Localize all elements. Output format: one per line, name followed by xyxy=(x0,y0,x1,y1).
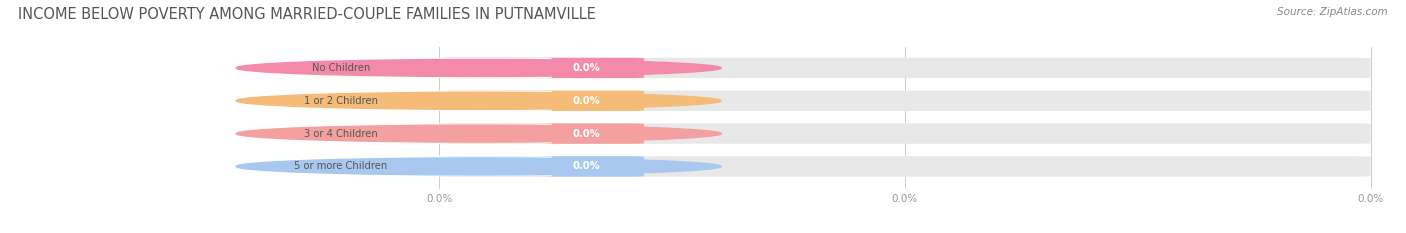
Text: 0.0%: 0.0% xyxy=(572,129,600,139)
FancyBboxPatch shape xyxy=(439,91,1371,111)
Text: 5 or more Children: 5 or more Children xyxy=(294,161,388,171)
FancyBboxPatch shape xyxy=(439,156,644,177)
FancyBboxPatch shape xyxy=(439,91,644,111)
Text: 0.0%: 0.0% xyxy=(572,63,600,73)
Text: Source: ZipAtlas.com: Source: ZipAtlas.com xyxy=(1277,7,1388,17)
Text: 0.0%: 0.0% xyxy=(572,161,600,171)
Circle shape xyxy=(236,59,721,76)
FancyBboxPatch shape xyxy=(439,156,1371,177)
Circle shape xyxy=(236,158,721,175)
Circle shape xyxy=(236,92,721,109)
FancyBboxPatch shape xyxy=(439,58,644,78)
Text: 1 or 2 Children: 1 or 2 Children xyxy=(304,96,378,106)
Text: No Children: No Children xyxy=(312,63,370,73)
Text: INCOME BELOW POVERTY AMONG MARRIED-COUPLE FAMILIES IN PUTNAMVILLE: INCOME BELOW POVERTY AMONG MARRIED-COUPL… xyxy=(18,7,596,22)
FancyBboxPatch shape xyxy=(439,123,644,144)
FancyBboxPatch shape xyxy=(235,156,553,177)
FancyBboxPatch shape xyxy=(235,91,553,111)
FancyBboxPatch shape xyxy=(235,58,553,78)
Text: 3 or 4 Children: 3 or 4 Children xyxy=(304,129,378,139)
Text: 0.0%: 0.0% xyxy=(572,96,600,106)
Circle shape xyxy=(236,125,721,142)
FancyBboxPatch shape xyxy=(235,123,553,144)
FancyBboxPatch shape xyxy=(439,123,1371,144)
FancyBboxPatch shape xyxy=(439,58,1371,78)
